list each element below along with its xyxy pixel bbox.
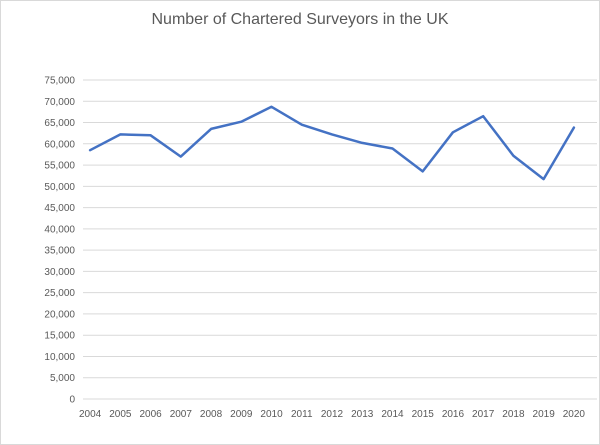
y-tick-label: 0 [69, 395, 75, 406]
x-tick-label: 2013 [351, 409, 374, 420]
y-tick-label: 30,000 [44, 267, 75, 278]
x-tick-label: 2005 [109, 409, 132, 420]
x-tick-label: 2017 [472, 409, 495, 420]
y-tick-label: 50,000 [44, 182, 75, 193]
y-tick-label: 55,000 [44, 161, 75, 172]
x-tick-label: 2016 [442, 409, 465, 420]
y-tick-label: 15,000 [44, 331, 75, 342]
y-tick-label: 75,000 [44, 76, 75, 87]
x-tick-label: 2014 [381, 409, 404, 420]
x-tick-label: 2020 [563, 409, 586, 420]
x-tick-label: 2008 [200, 409, 223, 420]
x-tick-label: 2015 [412, 409, 435, 420]
series-line [88, 105, 576, 181]
x-tick-label: 2019 [533, 409, 556, 420]
y-axis-tick-labels: 0 5,000 10,000 15,000 20,000 25,000 30,000 35,0… [44, 76, 75, 406]
y-tick-label: 40,000 [44, 224, 75, 235]
x-tick-label: 2004 [79, 409, 102, 420]
x-tick-label: 2010 [260, 409, 283, 420]
y-tick-label: 45,000 [44, 203, 75, 214]
y-tick-label: 25,000 [44, 288, 75, 299]
x-tick-label: 2007 [170, 409, 193, 420]
y-tick-label: 5,000 [50, 373, 75, 384]
x-tick-label: 2009 [230, 409, 253, 420]
y-tick-label: 60,000 [44, 139, 75, 150]
y-tick-label: 65,000 [44, 118, 75, 129]
y-tick-label: 10,000 [44, 352, 75, 363]
x-tick-label: 2018 [502, 409, 525, 420]
x-axis-tick-labels: 2004 2005 2006 2007 2008 2009 2010 2011 2012 2013… [79, 409, 585, 420]
series-lines [88, 105, 576, 181]
y-tick-label: 70,000 [44, 97, 75, 108]
y-tick-label: 35,000 [44, 246, 75, 257]
y-tick-label: 20,000 [44, 309, 75, 320]
x-tick-label: 2011 [291, 409, 313, 420]
x-tick-label: 2012 [321, 409, 344, 420]
x-tick-label: 2006 [139, 409, 162, 420]
chart-title: Number of Chartered Surveyors in the UK [151, 11, 449, 28]
gridlines [83, 79, 597, 400]
